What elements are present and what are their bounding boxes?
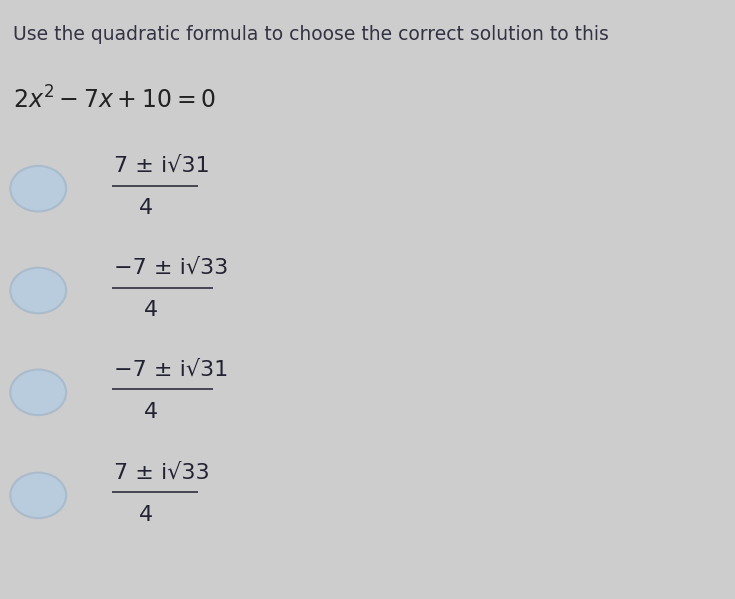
Circle shape <box>10 473 66 518</box>
Circle shape <box>10 370 66 415</box>
Text: 7 ± i√31: 7 ± i√31 <box>114 156 209 176</box>
Text: 4: 4 <box>139 198 154 218</box>
Text: Use the quadratic formula to choose the correct solution to this: Use the quadratic formula to choose the … <box>13 25 609 44</box>
Circle shape <box>10 166 66 211</box>
Circle shape <box>10 268 66 313</box>
Text: $2x^2 - 7x + 10 = 0$: $2x^2 - 7x + 10 = 0$ <box>13 87 216 114</box>
Text: −7 ± i√33: −7 ± i√33 <box>114 258 228 278</box>
Text: −7 ± i√31: −7 ± i√31 <box>114 359 228 380</box>
Text: 4: 4 <box>143 300 158 320</box>
Text: 7 ± i√33: 7 ± i√33 <box>114 462 209 483</box>
Text: 4: 4 <box>139 504 154 525</box>
Text: 4: 4 <box>143 401 158 422</box>
